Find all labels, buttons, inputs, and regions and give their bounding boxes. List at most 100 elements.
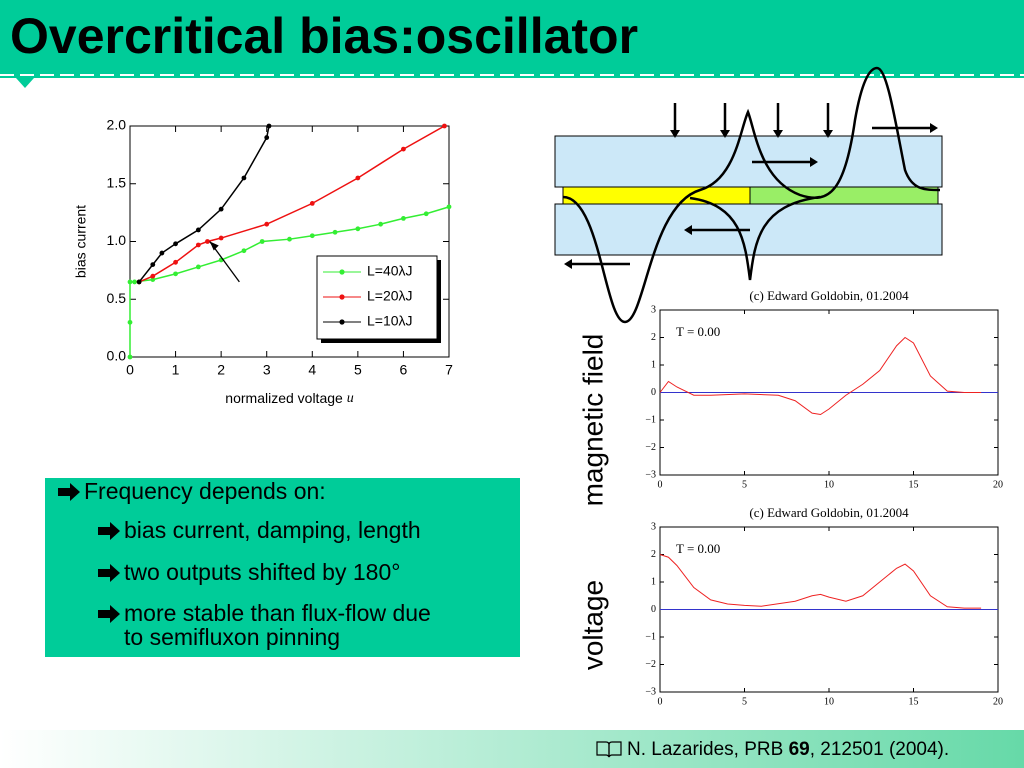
data-point	[136, 279, 142, 285]
data-point	[127, 354, 133, 360]
data-point	[241, 175, 247, 181]
data-point	[150, 277, 156, 283]
x-tick-label: 15	[909, 696, 919, 707]
y-tick-label: −3	[645, 686, 656, 697]
data-point	[264, 221, 270, 227]
citation-volume: 69	[789, 739, 810, 760]
data-point	[423, 211, 429, 217]
data-point	[332, 229, 338, 235]
footer-band	[0, 730, 1024, 768]
x-tick-label: 20	[993, 479, 1003, 490]
annotation: T = 0.00	[676, 541, 720, 556]
header-notch	[16, 78, 34, 88]
data-point	[159, 250, 165, 256]
data-point	[173, 241, 178, 247]
x-axis-label: normalized voltage u	[225, 390, 353, 407]
y-tick-label: 0	[651, 387, 656, 398]
y-tick-label: 0.0	[107, 348, 127, 364]
bullet-arrows	[58, 483, 120, 623]
data-point	[401, 216, 406, 221]
charts: 0 1 2 3 4 5 6 7 0.0 0.5 1.0 1.5 2.0 normalized voltag…	[73, 117, 1003, 708]
data-point	[195, 227, 201, 233]
citation-text: N. Lazarides, PRB	[627, 739, 789, 760]
legend-label: L=20λJ	[367, 288, 413, 304]
data-point	[195, 264, 201, 270]
y-tick-label: −2	[645, 442, 656, 453]
y-tick-label: 0.5	[107, 290, 127, 306]
data-point	[287, 236, 292, 242]
y-tick-label: −1	[645, 631, 656, 642]
data-point	[173, 259, 178, 265]
header-band	[0, 0, 1024, 78]
data-point	[355, 175, 361, 181]
annotation: T = 0.00	[676, 324, 720, 339]
data-point	[132, 279, 137, 285]
x-tick-label: 4	[308, 362, 316, 378]
y-tick-label: 1	[651, 576, 656, 587]
bullet: Frequency depends on:	[84, 478, 326, 504]
data-point	[401, 146, 406, 152]
data-point	[378, 221, 384, 227]
citation-rest: , 212501 (2004).	[810, 739, 949, 760]
sub-bullet: to semifluxon pinning	[124, 624, 340, 650]
y-tick-label: 0	[651, 604, 656, 615]
y-tick-label: 1.0	[107, 232, 127, 248]
legend-label: L=10λJ	[367, 313, 413, 329]
data-point	[205, 239, 210, 244]
y-tick-label: 1.5	[107, 174, 127, 190]
data-point	[218, 235, 224, 241]
x-tick-label: 15	[909, 479, 919, 490]
chart-title: (c) Edward Goldobin, 01.2004	[749, 288, 909, 303]
x-label-symbol: u	[347, 391, 354, 406]
chart-title: (c) Edward Goldobin, 01.2004	[749, 505, 909, 520]
legend-dot	[339, 319, 345, 325]
x-tick-label: 5	[742, 696, 747, 707]
data-point	[173, 271, 178, 277]
data-point	[442, 123, 447, 129]
sub-bullet: more stable than flux-flow due	[124, 600, 431, 626]
data-point	[127, 319, 133, 325]
title: Overcritical bias:oscillator	[10, 8, 638, 64]
book-icon	[596, 741, 622, 758]
x-tick-label: 20	[993, 696, 1003, 707]
data-point	[195, 242, 201, 248]
legend-dot	[339, 294, 345, 300]
y-axis-label: voltage	[577, 580, 608, 670]
x-tick-label: 0	[658, 696, 663, 707]
legend-dot	[339, 269, 345, 275]
x-tick-label: 10	[824, 696, 834, 707]
bullet-box	[45, 478, 520, 657]
y-tick-label: 3	[651, 521, 656, 532]
data-point	[127, 279, 133, 285]
x-tick-label: 0	[658, 479, 663, 490]
series-line	[659, 336, 982, 416]
x-tick-label: 5	[742, 479, 747, 490]
sub-bullet: bias current, damping, length	[124, 517, 421, 543]
annotation-arrowhead	[209, 241, 219, 251]
data-point	[264, 135, 270, 140]
y-tick-label: 2	[651, 332, 656, 343]
x-tick-label: 3	[263, 362, 271, 378]
x-tick-label: 0	[126, 362, 134, 378]
citation: N. Lazarides, PRB 69, 212501 (2004).	[627, 739, 949, 760]
junction-diagram	[554, 66, 943, 324]
y-tick-label: 2.0	[107, 117, 127, 133]
data-point	[355, 226, 361, 232]
x-tick-label: 1	[172, 362, 180, 378]
data-point	[446, 204, 452, 210]
y-axis-label: bias current	[73, 205, 89, 278]
y-tick-label: 1	[651, 359, 656, 370]
y-tick-label: −2	[645, 659, 656, 670]
y-tick-label: −1	[645, 414, 656, 425]
data-point	[150, 262, 156, 267]
y-tick-label: 2	[651, 549, 656, 560]
x-tick-label: 6	[400, 362, 408, 378]
x-tick-label: 7	[445, 362, 453, 378]
data-point	[259, 239, 265, 244]
series-line	[659, 554, 982, 609]
x-tick-label: 2	[217, 362, 225, 378]
x-tick-label: 5	[354, 362, 362, 378]
y-axis-label: magnetic field	[577, 334, 608, 507]
sub-bullet: two outputs shifted by 180°	[124, 559, 400, 585]
